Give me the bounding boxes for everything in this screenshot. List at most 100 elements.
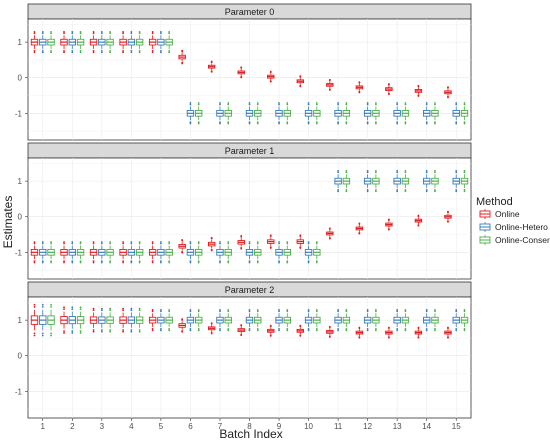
outlier-point bbox=[328, 237, 331, 240]
outlier-point bbox=[92, 307, 95, 310]
outlier-point bbox=[79, 51, 82, 54]
outlier-point bbox=[130, 260, 133, 263]
outlier-point bbox=[240, 334, 243, 337]
x-tick-label: 1 bbox=[41, 422, 46, 431]
outlier-point bbox=[122, 51, 124, 54]
outlier-point bbox=[434, 189, 436, 191]
outlier-point bbox=[109, 261, 112, 264]
outlier-point bbox=[197, 103, 200, 106]
boxplot-online-batch-1 bbox=[30, 30, 39, 54]
outlier-point bbox=[345, 308, 348, 311]
outlier-point bbox=[151, 30, 154, 33]
outlier-point bbox=[33, 51, 36, 54]
boxplot-online-hetero-batch-1 bbox=[39, 241, 47, 264]
outlier-point bbox=[138, 307, 141, 310]
outlier-point bbox=[278, 260, 280, 263]
outlier-point bbox=[248, 261, 251, 264]
outlier-point bbox=[92, 329, 95, 331]
outlier-point bbox=[219, 102, 221, 104]
outlier-point bbox=[315, 310, 318, 313]
boxplot-online-batch-10 bbox=[296, 75, 304, 88]
outlier-point bbox=[286, 261, 289, 264]
boxplot-online-hetero-batch-13 bbox=[393, 169, 401, 193]
outlier-point bbox=[227, 329, 230, 332]
outlier-point bbox=[463, 102, 466, 104]
outlier-point bbox=[337, 329, 339, 332]
outlier-point bbox=[92, 330, 95, 333]
outlier-point bbox=[227, 310, 230, 313]
outlier-point bbox=[63, 261, 65, 264]
outlier-point bbox=[396, 308, 399, 311]
boxplot-online-batch-15 bbox=[444, 326, 452, 339]
boxplot-online-hetero-batch-10 bbox=[304, 308, 313, 332]
boxplot-online-batch-14 bbox=[414, 84, 423, 97]
outlier-point bbox=[33, 261, 36, 264]
boxplot-online-batch-12 bbox=[355, 81, 364, 94]
outlier-point bbox=[160, 328, 162, 330]
boxplot-online-conser-batch-15 bbox=[460, 102, 469, 125]
outlier-point bbox=[278, 329, 280, 332]
boxplot-online-hetero-batch-5 bbox=[157, 30, 165, 54]
outlier-point bbox=[315, 308, 318, 311]
outlier-point bbox=[404, 189, 407, 191]
outlier-point bbox=[286, 310, 289, 313]
boxplot-online-conser-batch-8 bbox=[254, 102, 262, 125]
boxplot-online-conser-batch-6 bbox=[195, 241, 203, 264]
boxplot-online-hetero-batch-14 bbox=[423, 308, 431, 332]
outlier-point bbox=[307, 308, 310, 311]
outlier-point bbox=[337, 121, 339, 124]
outlier-point bbox=[151, 310, 154, 313]
outlier-point bbox=[197, 241, 200, 243]
outlier-point bbox=[71, 32, 74, 35]
boxplot-online-conser-batch-4 bbox=[135, 307, 144, 333]
outlier-point bbox=[79, 260, 82, 263]
outlier-point bbox=[227, 308, 230, 311]
outlier-point bbox=[307, 261, 310, 264]
outlier-point bbox=[256, 102, 259, 104]
outlier-point bbox=[366, 169, 369, 172]
outlier-point bbox=[366, 308, 369, 311]
outlier-point bbox=[219, 260, 221, 263]
outlier-point bbox=[130, 50, 133, 52]
boxplot-online-conser-batch-13 bbox=[401, 102, 410, 125]
outlier-point bbox=[404, 310, 407, 313]
outlier-point bbox=[425, 190, 428, 193]
outlier-point bbox=[404, 103, 407, 106]
outlier-point bbox=[71, 260, 74, 263]
outlier-point bbox=[71, 242, 74, 245]
outlier-point bbox=[256, 328, 259, 330]
outlier-point bbox=[71, 308, 74, 310]
legend-label: Online-Conser bbox=[495, 235, 550, 245]
outlier-point bbox=[375, 190, 377, 193]
outlier-point bbox=[396, 103, 399, 106]
outlier-point bbox=[278, 261, 280, 264]
boxplot-online-conser-batch-6 bbox=[195, 102, 203, 125]
outlier-point bbox=[79, 308, 82, 310]
outlier-point bbox=[256, 241, 259, 243]
boxplot-online-hetero-batch-7 bbox=[216, 241, 224, 264]
outlier-point bbox=[417, 326, 420, 329]
boxplot-online-conser-batch-2 bbox=[76, 30, 85, 54]
facet-title: Parameter 0 bbox=[225, 7, 275, 17]
outlier-point bbox=[315, 103, 318, 106]
outlier-point bbox=[328, 325, 331, 328]
outlier-point bbox=[109, 260, 112, 263]
outlier-point bbox=[219, 308, 221, 311]
x-tick-label: 3 bbox=[100, 422, 105, 431]
outlier-point bbox=[434, 329, 436, 332]
outlier-point bbox=[447, 96, 449, 99]
outlier-point bbox=[33, 303, 36, 306]
outlier-point bbox=[434, 308, 436, 311]
outlier-point bbox=[455, 103, 458, 106]
outlier-point bbox=[33, 305, 36, 308]
outlier-point bbox=[404, 328, 407, 330]
x-tick-label: 11 bbox=[334, 422, 343, 431]
x-tick-label: 10 bbox=[304, 422, 313, 431]
outlier-point bbox=[463, 103, 466, 106]
boxplot-online-conser-batch-10 bbox=[313, 241, 321, 264]
boxplot-online-hetero-batch-11 bbox=[334, 102, 342, 125]
outlier-point bbox=[71, 241, 74, 243]
outlier-point bbox=[375, 310, 377, 313]
boxplot-online-conser-batch-3 bbox=[106, 241, 114, 264]
boxplot-online-batch-3 bbox=[89, 30, 98, 54]
